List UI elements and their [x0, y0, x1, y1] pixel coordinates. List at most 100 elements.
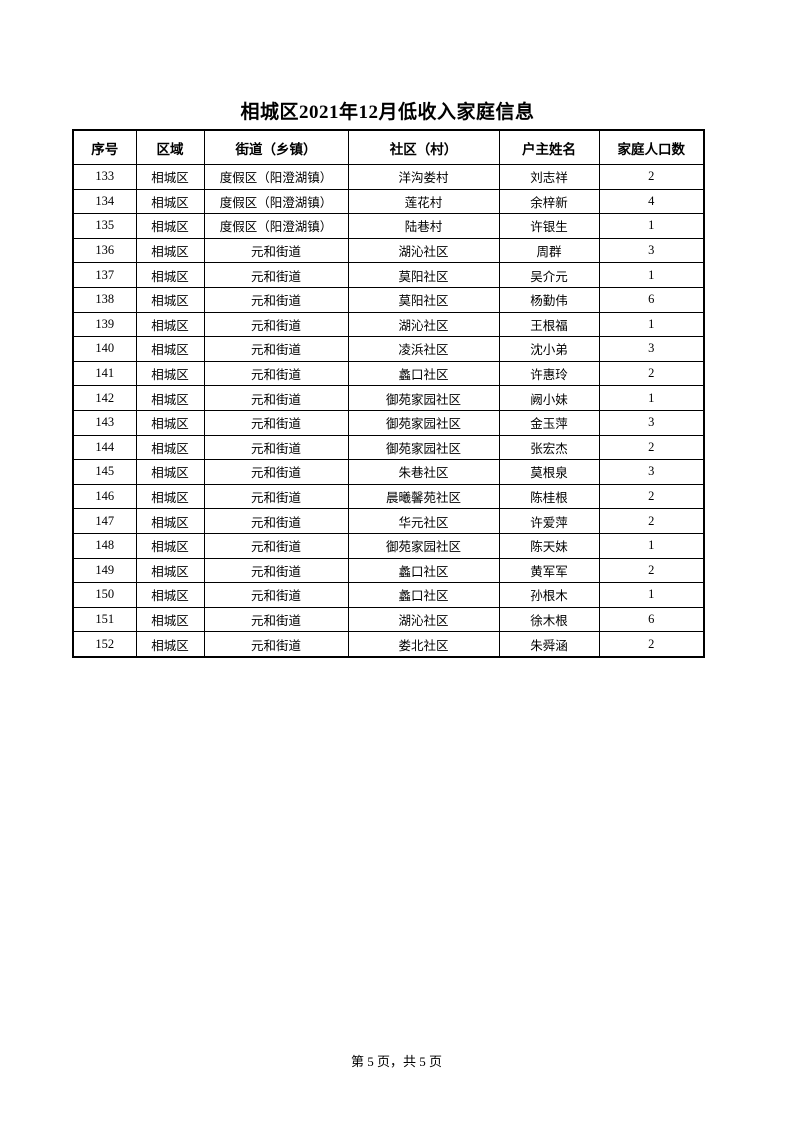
cell-community-village: 陆巷村 — [347, 213, 500, 239]
cell-region: 相城区 — [135, 237, 205, 264]
cell-community-village: 湖沁社区 — [347, 606, 500, 633]
cell-street-township: 元和街道 — [203, 532, 349, 559]
cell-householder-name: 杨勤伟 — [498, 286, 600, 313]
cell-family-size: 2 — [598, 434, 705, 461]
cell-family-size: 2 — [598, 483, 705, 510]
table-row: 140 相城区 元和街道 凌浜社区 沈小弟 3 — [72, 336, 705, 362]
cell-region: 相城区 — [135, 459, 205, 485]
cell-serial-number: 134 — [72, 188, 137, 215]
cell-community-village: 洋沟娄村 — [347, 164, 500, 190]
cell-serial-number: 151 — [72, 606, 137, 633]
column-header-region: 区域 — [135, 129, 205, 165]
cell-serial-number: 140 — [72, 336, 137, 362]
cell-family-size: 6 — [598, 286, 705, 313]
cell-region: 相城区 — [135, 582, 205, 608]
cell-region: 相城区 — [135, 336, 205, 362]
page-title: 相城区2021年12月低收入家庭信息 — [240, 102, 535, 123]
cell-community-village: 朱巷社区 — [347, 459, 500, 485]
cell-serial-number: 148 — [72, 532, 137, 559]
cell-street-township: 元和街道 — [203, 631, 349, 658]
cell-serial-number: 152 — [72, 631, 137, 658]
cell-householder-name: 吴介元 — [498, 262, 600, 288]
column-header-householder-name: 户主姓名 — [498, 129, 600, 165]
table-row: 146 相城区 元和街道 晨曦馨苑社区 陈桂根 2 — [72, 483, 705, 510]
cell-community-village: 御苑家园社区 — [347, 385, 500, 411]
cell-householder-name: 黄军军 — [498, 557, 600, 584]
cell-family-size: 3 — [598, 459, 705, 485]
cell-family-size: 2 — [598, 164, 705, 190]
table-row: 150 相城区 元和街道 蠡口社区 孙根木 1 — [72, 582, 705, 608]
table-row: 137 相城区 元和街道 莫阳社区 吴介元 1 — [72, 262, 705, 288]
cell-region: 相城区 — [135, 557, 205, 584]
cell-community-village: 御苑家园社区 — [347, 409, 500, 436]
cell-community-village: 蠡口社区 — [347, 557, 500, 584]
cell-street-township: 度假区（阳澄湖镇） — [203, 164, 349, 190]
cell-householder-name: 莫根泉 — [498, 459, 600, 485]
cell-householder-name: 陈桂根 — [498, 483, 600, 510]
cell-region: 相城区 — [135, 164, 205, 190]
cell-serial-number: 137 — [72, 262, 137, 288]
cell-householder-name: 余梓新 — [498, 188, 600, 215]
cell-community-village: 华元社区 — [347, 508, 500, 534]
cell-street-township: 元和街道 — [203, 434, 349, 461]
cell-community-village: 湖沁社区 — [347, 311, 500, 338]
cell-serial-number: 139 — [72, 311, 137, 338]
table-row: 141 相城区 元和街道 蠡口社区 许惠玲 2 — [72, 360, 705, 387]
cell-family-size: 1 — [598, 311, 705, 338]
cell-street-township: 元和街道 — [203, 483, 349, 510]
cell-family-size: 1 — [598, 213, 705, 239]
cell-street-township: 元和街道 — [203, 606, 349, 633]
cell-serial-number: 147 — [72, 508, 137, 534]
cell-street-township: 元和街道 — [203, 557, 349, 584]
cell-serial-number: 150 — [72, 582, 137, 608]
cell-householder-name: 许银生 — [498, 213, 600, 239]
column-header-community-village: 社区（村） — [347, 129, 500, 165]
cell-householder-name: 刘志祥 — [498, 164, 600, 190]
table-row: 149 相城区 元和街道 蠡口社区 黄军军 2 — [72, 557, 705, 584]
cell-serial-number: 138 — [72, 286, 137, 313]
cell-street-township: 元和街道 — [203, 336, 349, 362]
table-row: 148 相城区 元和街道 御苑家园社区 陈天妹 1 — [72, 532, 705, 559]
column-header-street-township: 街道（乡镇） — [203, 129, 349, 165]
table-row: 142 相城区 元和街道 御苑家园社区 阙小妹 1 — [72, 385, 705, 411]
table-row: 144 相城区 元和街道 御苑家园社区 张宏杰 2 — [72, 434, 705, 461]
cell-family-size: 2 — [598, 360, 705, 387]
cell-householder-name: 阙小妹 — [498, 385, 600, 411]
cell-community-village: 凌浜社区 — [347, 336, 500, 362]
cell-region: 相城区 — [135, 213, 205, 239]
cell-region: 相城区 — [135, 606, 205, 633]
cell-householder-name: 许惠玲 — [498, 360, 600, 387]
cell-street-township: 元和街道 — [203, 360, 349, 387]
cell-family-size: 3 — [598, 237, 705, 264]
cell-region: 相城区 — [135, 409, 205, 436]
cell-street-township: 度假区（阳澄湖镇） — [203, 213, 349, 239]
cell-family-size: 4 — [598, 188, 705, 215]
table-row: 134 相城区 度假区（阳澄湖镇） 莲花村 余梓新 4 — [72, 188, 705, 215]
cell-family-size: 2 — [598, 508, 705, 534]
cell-region: 相城区 — [135, 532, 205, 559]
cell-region: 相城区 — [135, 286, 205, 313]
page-number-footer: 第 5 页，共 5 页 — [350, 1054, 442, 1069]
cell-serial-number: 143 — [72, 409, 137, 436]
table-row: 151 相城区 元和街道 湖沁社区 徐木根 6 — [72, 606, 705, 633]
cell-street-township: 元和街道 — [203, 262, 349, 288]
cell-serial-number: 145 — [72, 459, 137, 485]
cell-serial-number: 133 — [72, 164, 137, 190]
cell-serial-number: 149 — [72, 557, 137, 584]
cell-family-size: 3 — [598, 336, 705, 362]
cell-family-size: 6 — [598, 606, 705, 633]
cell-family-size: 3 — [598, 409, 705, 436]
table-row: 147 相城区 元和街道 华元社区 许爱萍 2 — [72, 508, 705, 534]
cell-street-township: 元和街道 — [203, 409, 349, 436]
cell-community-village: 御苑家园社区 — [347, 434, 500, 461]
cell-family-size: 2 — [598, 557, 705, 584]
cell-community-village: 御苑家园社区 — [347, 532, 500, 559]
cell-street-township: 元和街道 — [203, 459, 349, 485]
cell-family-size: 1 — [598, 385, 705, 411]
cell-street-township: 元和街道 — [203, 286, 349, 313]
cell-community-village: 蠡口社区 — [347, 582, 500, 608]
cell-community-village: 莫阳社区 — [347, 286, 500, 313]
cell-region: 相城区 — [135, 631, 205, 658]
cell-householder-name: 张宏杰 — [498, 434, 600, 461]
